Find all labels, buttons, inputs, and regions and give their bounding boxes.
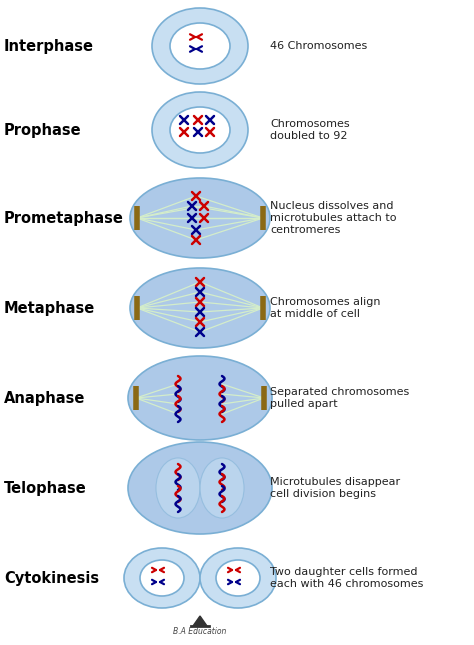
Text: Nucleus dissolves and
microtubules attach to
centromeres: Nucleus dissolves and microtubules attac… bbox=[270, 201, 396, 235]
Ellipse shape bbox=[216, 560, 260, 596]
Text: Chromosomes
doubled to 92: Chromosomes doubled to 92 bbox=[270, 119, 350, 141]
Text: 46 Chromosomes: 46 Chromosomes bbox=[270, 41, 367, 51]
Text: Chromosomes align
at middle of cell: Chromosomes align at middle of cell bbox=[270, 297, 381, 319]
Ellipse shape bbox=[140, 560, 184, 596]
Text: Cytokinesis: Cytokinesis bbox=[4, 570, 99, 586]
Text: Metaphase: Metaphase bbox=[4, 301, 95, 315]
Ellipse shape bbox=[170, 23, 230, 69]
Ellipse shape bbox=[200, 458, 244, 518]
Ellipse shape bbox=[170, 107, 230, 153]
Ellipse shape bbox=[130, 178, 270, 258]
Ellipse shape bbox=[152, 8, 248, 84]
Ellipse shape bbox=[130, 268, 270, 348]
Text: Microtubules disappear
cell division begins: Microtubules disappear cell division beg… bbox=[270, 477, 400, 499]
Ellipse shape bbox=[156, 458, 200, 518]
Text: Anaphase: Anaphase bbox=[4, 390, 85, 406]
Polygon shape bbox=[193, 616, 207, 626]
Text: Telophase: Telophase bbox=[4, 481, 87, 495]
Text: Separated chromosomes
pulled apart: Separated chromosomes pulled apart bbox=[270, 387, 409, 409]
Ellipse shape bbox=[124, 548, 200, 608]
Text: Prophase: Prophase bbox=[4, 123, 82, 137]
Text: B.A Education: B.A Education bbox=[173, 627, 227, 636]
Text: Prometaphase: Prometaphase bbox=[4, 210, 124, 226]
Ellipse shape bbox=[128, 356, 272, 440]
Ellipse shape bbox=[128, 442, 272, 534]
Ellipse shape bbox=[152, 92, 248, 168]
Text: Interphase: Interphase bbox=[4, 39, 94, 54]
Ellipse shape bbox=[200, 548, 276, 608]
Text: Two daughter cells formed
each with 46 chromosomes: Two daughter cells formed each with 46 c… bbox=[270, 567, 423, 589]
